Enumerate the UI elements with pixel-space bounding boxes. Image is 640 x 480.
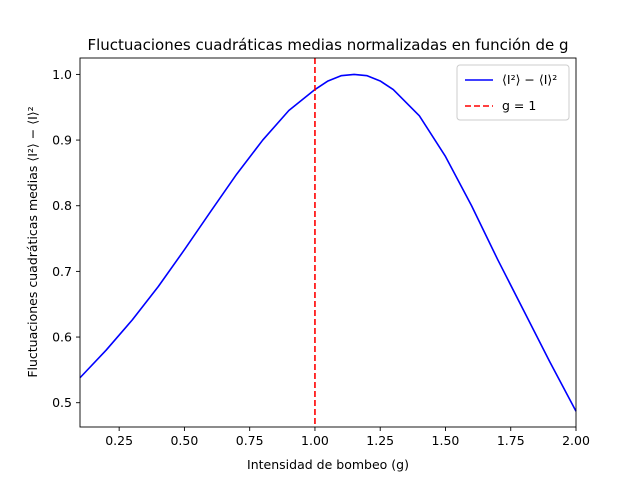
plot-frame [79,57,577,428]
x-axis: 0.25 0.50 0.75 1.00 1.25 1.50 1.75 2.00 [105,427,590,448]
x-tick-label: 1.50 [432,433,460,448]
x-tick-label: 1.75 [497,433,525,448]
y-tick-label: 0.5 [52,395,72,410]
y-tick-label: 0.9 [52,133,72,148]
x-tick-label: 1.00 [301,433,329,448]
y-axis: 0.5 0.6 0.7 0.8 0.9 1.0 [52,67,80,410]
chart-title: Fluctuaciones cuadráticas medias normali… [87,36,568,54]
legend-label-reference: g = 1 [502,98,536,113]
y-tick-label: 1.0 [52,67,72,82]
x-axis-label: Intensidad de bombeo (g) [247,457,409,472]
x-tick-label: 0.25 [105,433,133,448]
x-tick-label: 1.25 [366,433,394,448]
x-tick-label: 0.75 [236,433,264,448]
y-tick-label: 0.7 [52,264,72,279]
y-tick-label: 0.8 [52,198,72,213]
y-tick-label: 0.6 [52,330,72,345]
series-line-curve [79,73,577,412]
plot-lines [79,58,577,427]
y-axis-label: Fluctuaciones cuadráticas medias ⟨I²⟩ − … [25,106,40,377]
x-tick-label: 0.50 [170,433,198,448]
legend: ⟨I²⟩ − ⟨I⟩² g = 1 [456,64,570,121]
x-tick-label: 2.00 [562,433,590,448]
legend-label-curve: ⟨I²⟩ − ⟨I⟩² [502,72,557,87]
